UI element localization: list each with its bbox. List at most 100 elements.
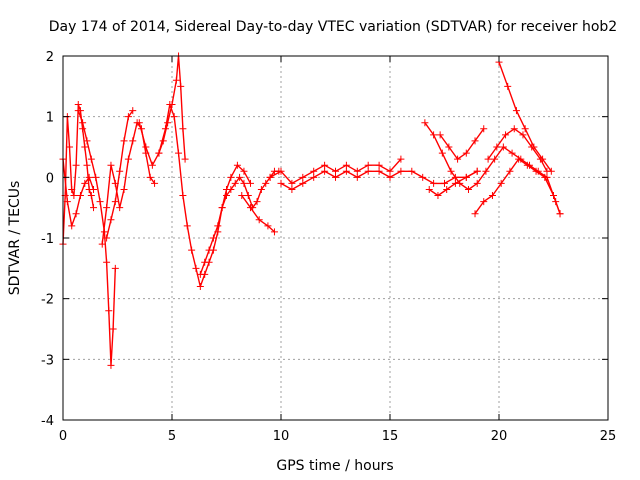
data-point xyxy=(90,204,98,212)
data-point xyxy=(85,173,93,181)
data-point xyxy=(146,173,154,181)
x-tick-label: 25 xyxy=(600,429,617,444)
data-point xyxy=(87,155,95,163)
data-point xyxy=(68,222,76,230)
data-point xyxy=(179,125,187,133)
data-point xyxy=(98,240,106,248)
data-point xyxy=(227,185,235,193)
data-point xyxy=(120,137,128,145)
series-line xyxy=(424,122,561,214)
data-point xyxy=(504,82,512,90)
data-point xyxy=(430,179,438,187)
data-point xyxy=(364,167,372,175)
data-point xyxy=(192,264,200,272)
series-line xyxy=(241,195,275,233)
data-point xyxy=(523,161,531,169)
data-point xyxy=(103,258,111,266)
data-point xyxy=(74,101,82,109)
series-arc-15 xyxy=(471,155,564,218)
series-arc-13 xyxy=(425,167,481,200)
data-point xyxy=(375,161,383,169)
data-point xyxy=(188,246,196,254)
data-point xyxy=(299,179,307,187)
data-point xyxy=(129,107,137,115)
data-point xyxy=(79,119,87,127)
data-point xyxy=(277,167,285,175)
data-point xyxy=(164,119,172,127)
series-group xyxy=(59,52,564,369)
data-point xyxy=(288,179,296,187)
data-point xyxy=(521,125,529,133)
data-point xyxy=(473,167,481,175)
data-point xyxy=(321,161,329,169)
series-arc-12 xyxy=(421,119,564,218)
data-point xyxy=(196,283,204,291)
x-axis-label: GPS time / hours xyxy=(276,458,393,474)
data-point xyxy=(532,167,540,175)
data-point xyxy=(502,131,510,139)
data-point xyxy=(438,149,446,157)
data-point xyxy=(90,185,98,193)
data-point xyxy=(87,192,95,200)
x-tick-label: 5 xyxy=(168,429,176,444)
data-point xyxy=(530,143,538,151)
data-point xyxy=(116,167,124,175)
data-point xyxy=(288,185,296,193)
series-arc-5 xyxy=(103,107,137,242)
series-line xyxy=(428,170,478,197)
data-point xyxy=(209,234,217,242)
data-point xyxy=(246,179,254,187)
data-point xyxy=(120,185,128,193)
series-line xyxy=(199,170,279,275)
data-point xyxy=(72,210,80,218)
data-point xyxy=(471,137,479,145)
data-point xyxy=(109,325,117,333)
y-tick-label: -1 xyxy=(41,232,54,247)
x-tick-label: 15 xyxy=(382,429,399,444)
data-point xyxy=(246,204,254,212)
data-point xyxy=(480,125,488,133)
data-point xyxy=(425,185,433,193)
data-point xyxy=(541,173,549,181)
data-point xyxy=(170,113,178,121)
data-point xyxy=(124,155,132,163)
data-point xyxy=(364,161,372,169)
data-point xyxy=(233,161,241,169)
data-point xyxy=(386,167,394,175)
data-point xyxy=(66,143,74,151)
data-point xyxy=(547,167,555,175)
series-arc-4 xyxy=(98,119,159,248)
data-point xyxy=(491,155,499,163)
data-point xyxy=(72,161,80,169)
data-point xyxy=(488,192,496,200)
grid xyxy=(63,56,608,420)
data-point xyxy=(262,179,270,187)
data-point xyxy=(277,179,285,187)
data-point xyxy=(240,167,248,175)
axes: 0 5 10 15 20 25 -4 -3 -2 -1 0 1 2 xyxy=(41,50,616,444)
data-point xyxy=(310,167,318,175)
data-point xyxy=(473,179,481,187)
x-tick-label: 0 xyxy=(59,429,67,444)
y-tick-label: -4 xyxy=(41,414,54,429)
data-point xyxy=(310,173,318,181)
data-point xyxy=(332,167,339,175)
y-tick-label: -2 xyxy=(41,293,54,308)
data-point xyxy=(227,173,235,181)
data-point xyxy=(244,192,252,200)
data-point xyxy=(107,361,115,369)
data-point xyxy=(539,155,547,163)
y-tick-label: -3 xyxy=(41,353,54,368)
data-point xyxy=(107,161,115,169)
data-point xyxy=(172,76,180,84)
data-point xyxy=(159,137,167,145)
data-point xyxy=(353,173,361,181)
data-point xyxy=(353,167,361,175)
data-point xyxy=(255,216,263,224)
series-arc-9 xyxy=(238,192,278,236)
y-tick-label: 1 xyxy=(46,111,54,126)
data-point xyxy=(214,222,222,230)
series-arc-3 xyxy=(74,107,119,369)
data-point xyxy=(497,179,505,187)
